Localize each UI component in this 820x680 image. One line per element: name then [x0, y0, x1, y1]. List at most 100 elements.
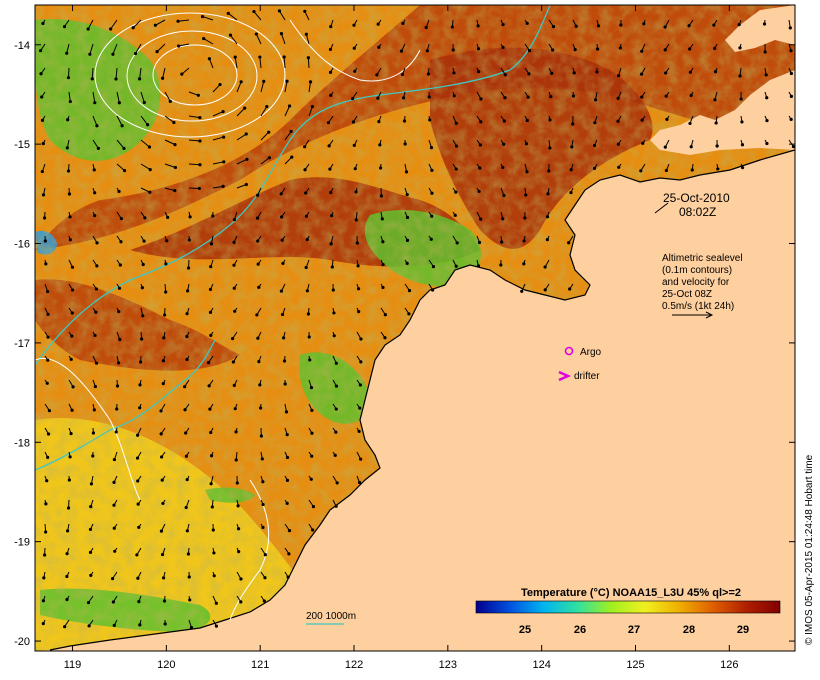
velocity-arrow-head: [765, 141, 769, 146]
velocity-arrow-head: [305, 237, 309, 242]
velocity-arrow-head: [41, 142, 45, 146]
velocity-arrow: [178, 19, 190, 22]
velocity-arrow-head: [549, 95, 553, 99]
velocity-arrow-head: [450, 25, 454, 29]
velocity-arrow: [135, 43, 142, 54]
velocity-arrow-head: [277, 9, 282, 13]
velocity-arrow-head: [454, 121, 458, 125]
velocity-arrow-head: [304, 265, 308, 270]
velocity-arrow-head: [715, 144, 719, 148]
velocity-arrow-head: [281, 336, 286, 340]
velocity-arrow-head: [94, 361, 99, 365]
velocity-arrow: [162, 67, 166, 79]
altimetry-line-5: 0.5m/s (1kt 24h): [662, 301, 734, 312]
velocity-arrow-head: [568, 287, 572, 291]
velocity-arrow-head: [117, 101, 121, 105]
velocity-arrow-head: [688, 70, 692, 74]
velocity-arrow-head: [112, 623, 116, 627]
velocity-arrow-head: [431, 288, 435, 292]
drifter-legend: drifter: [558, 370, 600, 382]
velocity-arrow-head: [402, 119, 407, 123]
coastline: [49, 149, 795, 651]
velocity-arrow-head: [520, 289, 524, 293]
velocity-arrow-head: [571, 122, 575, 126]
velocity-arrow-head: [148, 190, 152, 194]
velocity-arrow-head: [352, 23, 356, 27]
velocity-arrow-head: [543, 288, 547, 292]
velocity-arrow-head: [211, 528, 215, 532]
colorbar-ramp: [475, 600, 781, 614]
velocity-arrow-head: [476, 24, 480, 28]
velocity-arrow-head: [713, 46, 717, 51]
velocity-arrow-head: [551, 25, 556, 29]
drifter-marker-icon: [558, 370, 572, 382]
velocity-arrow-head: [502, 193, 506, 198]
velocity-arrow-head: [379, 166, 383, 170]
velocity-arrow-head: [88, 527, 93, 532]
velocity-arrow-head: [503, 96, 507, 100]
velocity-arrow-head: [328, 70, 333, 74]
velocity-arrows: [38, 9, 795, 630]
velocity-arrow-head: [429, 146, 434, 150]
velocity-arrow-head: [453, 213, 457, 217]
lat-tick-label: -17: [14, 338, 30, 350]
velocity-arrow-head: [117, 286, 122, 290]
contour-west: [35, 357, 141, 501]
velocity-arrow-head: [153, 23, 157, 27]
velocity-arrow-head: [571, 94, 576, 98]
velocity-arrow-head: [207, 384, 211, 388]
lat-tick-label: -16: [14, 239, 30, 251]
velocity-arrow: [202, 16, 214, 21]
velocity-arrow-head: [232, 263, 236, 267]
velocity-arrow-head: [232, 240, 236, 244]
velocity-arrow-head: [214, 624, 219, 628]
velocity-arrow-head: [282, 359, 287, 363]
velocity-arrow-head: [527, 49, 532, 53]
velocity-arrow-head: [569, 190, 573, 195]
velocity-arrow-head: [208, 287, 213, 292]
lon-tick-label: 121: [251, 659, 269, 671]
velocity-arrow-head: [452, 94, 456, 98]
velocity-arrow-head: [405, 238, 410, 242]
velocity-arrow-head: [185, 312, 189, 316]
velocity-arrow: [112, 43, 118, 55]
velocity-arrow-head: [234, 430, 238, 434]
velocity-arrow-head: [454, 264, 458, 268]
velocity-arrow-head: [162, 599, 167, 603]
velocity-arrow: [87, 19, 94, 30]
credit-text: © IMOS 05-Apr-2015 01:24:48 Hobart time: [804, 454, 815, 645]
velocity-arrow-head: [334, 361, 338, 365]
velocity-arrow-head: [616, 74, 621, 78]
velocity-arrow-head: [261, 502, 265, 507]
velocity-arrow-head: [326, 121, 331, 125]
velocity-arrow-head: [257, 360, 261, 364]
velocity-arrow-head: [383, 336, 387, 340]
altimetry-note: Altimetric sealevel (0.1m contours) and …: [662, 253, 743, 319]
velocity-arrow-head: [69, 357, 73, 361]
velocity-arrow-head: [304, 214, 309, 218]
velocity-arrow-head: [189, 626, 194, 630]
velocity-arrow-head: [44, 530, 48, 534]
velocity-arrow-head: [334, 504, 338, 508]
velocity-arrow-head: [283, 382, 287, 386]
velocity-arrow-head: [287, 104, 292, 108]
velocity-arrow-head: [690, 168, 694, 172]
velocity-arrow-head: [237, 550, 241, 554]
velocity-arrow-head: [207, 57, 211, 61]
velocity-arrow-head: [113, 549, 117, 553]
velocity-arrow-head: [46, 432, 51, 436]
velocity-arrow-head: [454, 167, 458, 171]
velocity-arrow-head: [328, 47, 333, 52]
velocity-arrow-head: [379, 194, 383, 198]
velocity-arrow-head: [91, 454, 95, 458]
velocity-arrow-head: [407, 312, 411, 316]
velocity-arrow-head: [689, 145, 693, 149]
velocity-arrow-head: [47, 409, 52, 413]
velocity-arrow-head: [262, 79, 266, 83]
velocity-arrow-head: [431, 265, 436, 269]
velocity-arrow-head: [551, 48, 555, 52]
velocity-arrow-head: [789, 71, 793, 76]
velocity-arrow-head: [405, 215, 410, 220]
velocity-arrow-head: [138, 406, 142, 410]
velocity-arrow-head: [311, 505, 316, 509]
